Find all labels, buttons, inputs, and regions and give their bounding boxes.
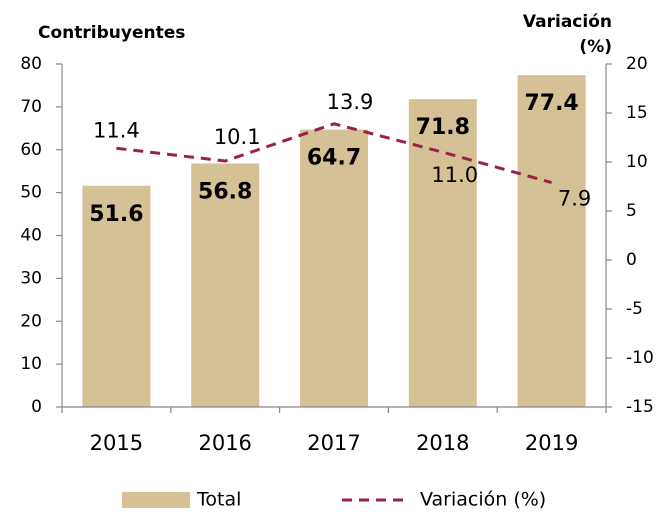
y-tick-label: 40 [20,226,42,246]
bar [191,163,260,407]
legend-swatch [122,492,190,508]
y2-tick-label: -10 [626,348,654,368]
y2-tick-label: -15 [626,397,654,417]
bar [408,99,477,407]
line [116,122,553,185]
y-tick-label: 0 [31,397,42,417]
x-tick-label: 2018 [416,431,469,455]
y-tick-label: 70 [20,97,42,117]
y-tick-label: 50 [20,183,42,203]
y2-tick-label: 5 [626,201,637,221]
line-label: 10.1 [214,125,261,149]
x-tick-label: 2019 [525,431,578,455]
y-tick-label: 10 [20,354,42,374]
y-tick-label: 80 [20,54,42,74]
y-tick-label: 60 [20,140,42,160]
y2-tick-label: 10 [626,152,648,172]
y-tick-label: 20 [20,311,42,331]
line-label: 11.4 [93,118,140,142]
bar [300,129,368,407]
line-label: 13.9 [327,90,374,114]
line-label: 11.0 [431,163,478,187]
bar [517,75,586,408]
legend-label: Variación (%) [420,489,546,511]
y2-tick-label: 20 [626,54,648,74]
y2-tick-label: 0 [626,250,637,270]
x-tick-label: 2017 [307,431,360,455]
line-label: 7.9 [558,187,591,211]
x-tick-label: 2016 [198,431,251,455]
bar-label: 64.7 [307,146,361,171]
bar-label: 77.4 [524,91,578,116]
bar-label: 56.8 [198,179,252,204]
legend-label: Total [196,489,241,511]
y-axis-title: Contribuyentes [38,23,185,43]
x-tick-label: 2015 [90,431,143,455]
y2-axis-title: (%) [579,37,612,57]
bar-label: 51.6 [89,202,143,227]
y2-tick-label: 15 [626,103,648,123]
y-tick-label: 30 [20,268,42,288]
y2-tick-label: -5 [626,299,643,319]
y2-axis-title: Variación [523,12,612,32]
bar [82,185,151,407]
bar-label: 71.8 [416,115,470,140]
